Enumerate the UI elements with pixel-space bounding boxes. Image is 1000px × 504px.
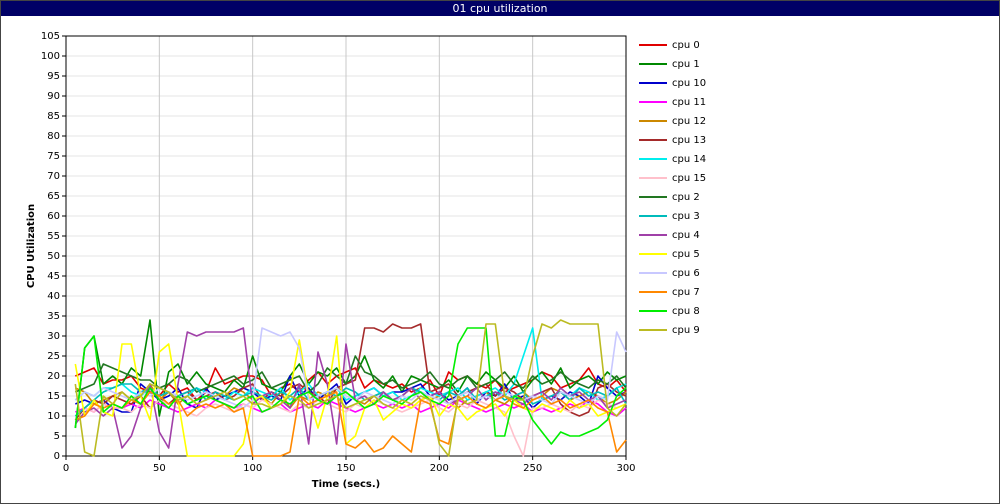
plot-frame — [65, 35, 627, 457]
y-tick-label: 15 — [47, 391, 60, 402]
x-axis-title: Time (secs.) — [312, 479, 381, 490]
chart-title: 01 cpu utilization — [1, 1, 999, 16]
y-tick-label: 65 — [47, 191, 60, 202]
series-line — [74, 319, 627, 429]
y-tick-label: 40 — [47, 291, 60, 302]
legend-label: cpu 0 — [672, 40, 700, 51]
legend-label: cpu 13 — [672, 135, 706, 146]
y-tick-label: 80 — [47, 131, 60, 142]
y-tick-label: 95 — [47, 71, 60, 82]
x-tick-label: 300 — [616, 463, 635, 474]
y-tick-label: 5 — [54, 431, 60, 442]
legend-label: cpu 14 — [672, 154, 706, 165]
y-tick-label: 85 — [47, 111, 60, 122]
legend-label: cpu 10 — [672, 78, 706, 89]
y-tick-label: 25 — [47, 351, 60, 362]
y-tick-label: 50 — [47, 251, 60, 262]
y-tick-label: 45 — [47, 271, 60, 282]
series-line — [74, 327, 627, 449]
legend-label: cpu 11 — [672, 97, 706, 108]
y-axis-title: CPU Utilization — [26, 204, 37, 288]
series-line — [75, 391, 627, 457]
legend-label: cpu 7 — [672, 287, 700, 298]
y-tick-label: 105 — [41, 31, 60, 42]
x-tick-label: 250 — [523, 463, 542, 474]
y-tick-label: 70 — [47, 171, 60, 182]
y-tick-label: 75 — [47, 151, 60, 162]
y-tick-label: 90 — [47, 91, 60, 102]
y-tick-label: 0 — [54, 451, 60, 462]
legend-label: cpu 1 — [672, 59, 700, 70]
legend-label: cpu 15 — [672, 173, 706, 184]
x-tick-label: 50 — [153, 463, 166, 474]
series-line — [74, 383, 627, 417]
legend-label: cpu 8 — [672, 306, 700, 317]
y-tick-label: 20 — [47, 371, 60, 382]
x-tick-label: 150 — [336, 463, 355, 474]
x-tick-label: 0 — [63, 463, 69, 474]
legend-label: cpu 4 — [672, 230, 700, 241]
legend-label: cpu 2 — [672, 192, 700, 203]
legend-label: cpu 6 — [672, 268, 700, 279]
x-tick-label: 100 — [243, 463, 262, 474]
legend-label: cpu 5 — [672, 249, 700, 260]
series-line — [74, 319, 627, 457]
y-tick-label: 35 — [47, 311, 60, 322]
legend-label: cpu 9 — [672, 325, 700, 336]
y-tick-label: 30 — [47, 331, 60, 342]
y-tick-label: 10 — [47, 411, 60, 422]
y-tick-label: 55 — [47, 231, 60, 242]
chart: Time (secs.) CPU Utilization 0 5 10 15 20 25 3… — [26, 31, 706, 490]
legend-label: cpu 3 — [672, 211, 700, 222]
series-line — [74, 327, 627, 445]
series-line — [75, 375, 627, 413]
y-tick-label: 100 — [41, 51, 60, 62]
legend-label: cpu 12 — [672, 116, 706, 127]
x-tick-label: 200 — [430, 463, 449, 474]
y-tick-label: 60 — [47, 211, 60, 222]
series-line — [74, 335, 627, 457]
